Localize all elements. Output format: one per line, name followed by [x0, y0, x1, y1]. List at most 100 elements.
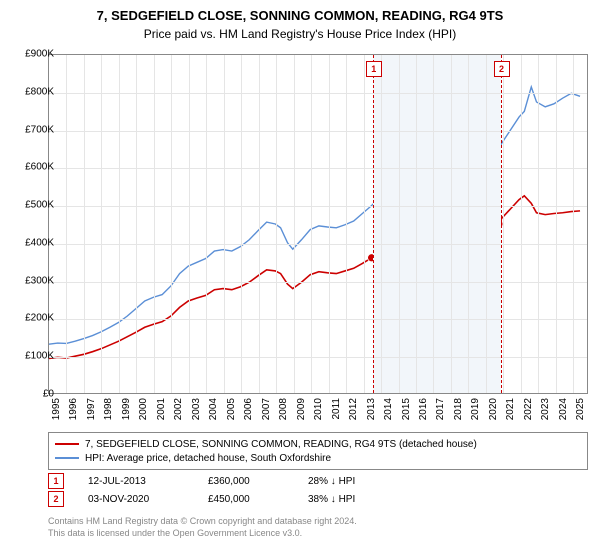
gridline-vertical: [451, 55, 452, 393]
x-axis-label: 2006: [243, 398, 254, 420]
x-axis-label: 2025: [575, 398, 586, 420]
x-axis-label: 2003: [191, 398, 202, 420]
transaction-flag-box: 2: [48, 491, 64, 507]
legend-swatch: [55, 457, 79, 459]
legend-label: HPI: Average price, detached house, Sout…: [85, 453, 331, 464]
gridline-horizontal: [49, 168, 587, 169]
y-axis-label: £900K: [10, 49, 54, 60]
y-axis-label: £800K: [10, 86, 54, 97]
transaction-marker-line: [373, 55, 374, 393]
gridline-vertical: [101, 55, 102, 393]
gridline-vertical: [381, 55, 382, 393]
x-axis-label: 2020: [488, 398, 499, 420]
gridline-vertical: [276, 55, 277, 393]
gridline-vertical: [84, 55, 85, 393]
gridline-vertical: [119, 55, 120, 393]
x-axis-label: 2022: [523, 398, 534, 420]
x-axis-label: 2008: [278, 398, 289, 420]
gridline-vertical: [224, 55, 225, 393]
x-axis-label: 2011: [331, 398, 342, 420]
x-axis-label: 2000: [138, 398, 149, 420]
y-axis-label: £0: [10, 389, 54, 400]
gridline-vertical: [416, 55, 417, 393]
x-axis-label: 2002: [173, 398, 184, 420]
x-axis-label: 2001: [156, 398, 167, 420]
footer-attribution: Contains HM Land Registry data © Crown c…: [48, 516, 588, 539]
transaction-price: £360,000: [208, 476, 308, 487]
x-axis-label: 1996: [68, 398, 79, 420]
gridline-vertical: [241, 55, 242, 393]
y-axis-label: £700K: [10, 124, 54, 135]
gridline-vertical: [259, 55, 260, 393]
x-axis-label: 2019: [470, 398, 481, 420]
chart-plot-area: 12: [48, 54, 588, 394]
gridline-vertical: [503, 55, 504, 393]
x-axis-label: 2009: [296, 398, 307, 420]
gridline-vertical: [66, 55, 67, 393]
line-chart-svg: [49, 55, 587, 393]
x-axis-label: 2012: [348, 398, 359, 420]
gridline-vertical: [468, 55, 469, 393]
gridline-vertical: [433, 55, 434, 393]
x-axis-label: 2018: [453, 398, 464, 420]
x-axis-label: 2004: [208, 398, 219, 420]
gridline-vertical: [329, 55, 330, 393]
x-axis-label: 2013: [366, 398, 377, 420]
y-axis-label: £100K: [10, 351, 54, 362]
gridline-vertical: [364, 55, 365, 393]
gridline-vertical: [521, 55, 522, 393]
x-axis-label: 2010: [313, 398, 324, 420]
x-axis-label: 1997: [86, 398, 97, 420]
x-axis-label: 2023: [540, 398, 551, 420]
gridline-vertical: [294, 55, 295, 393]
legend-label: 7, SEDGEFIELD CLOSE, SONNING COMMON, REA…: [85, 439, 477, 450]
gridline-horizontal: [49, 319, 587, 320]
legend-item: HPI: Average price, detached house, Sout…: [55, 451, 581, 465]
x-axis-label: 2005: [226, 398, 237, 420]
transaction-flag-1: 1: [366, 61, 382, 77]
x-axis-label: 2014: [383, 398, 394, 420]
x-axis-label: 2016: [418, 398, 429, 420]
legend-box: 7, SEDGEFIELD CLOSE, SONNING COMMON, REA…: [48, 432, 588, 470]
gridline-vertical: [346, 55, 347, 393]
gridline-vertical: [399, 55, 400, 393]
transaction-flag-box: 1: [48, 473, 64, 489]
x-axis-label: 2007: [261, 398, 272, 420]
footer-line-2: This data is licensed under the Open Gov…: [48, 528, 588, 540]
x-axis-label: 2015: [401, 398, 412, 420]
y-axis-label: £500K: [10, 200, 54, 211]
x-axis-label: 2017: [435, 398, 446, 420]
gridline-vertical: [311, 55, 312, 393]
chart-subtitle: Price paid vs. HM Land Registry's House …: [0, 23, 600, 41]
x-axis-label: 1998: [103, 398, 114, 420]
transaction-flag-2: 2: [494, 61, 510, 77]
gridline-horizontal: [49, 131, 587, 132]
gridline-horizontal: [49, 282, 587, 283]
y-axis-label: £400K: [10, 237, 54, 248]
x-axis-label: 1995: [51, 398, 62, 420]
gridline-vertical: [573, 55, 574, 393]
transaction-date: 03-NOV-2020: [88, 494, 208, 505]
gridline-vertical: [486, 55, 487, 393]
gridline-horizontal: [49, 357, 587, 358]
gridline-vertical: [171, 55, 172, 393]
y-axis-label: £300K: [10, 275, 54, 286]
gridline-horizontal: [49, 244, 587, 245]
transaction-hpi-diff: 38% ↓ HPI: [308, 494, 428, 505]
gridline-vertical: [154, 55, 155, 393]
transactions-table: 1 12-JUL-2013£360,00028% ↓ HPI 2 03-NOV-202…: [48, 472, 588, 508]
y-axis-label: £200K: [10, 313, 54, 324]
gridline-horizontal: [49, 93, 587, 94]
transaction-hpi-diff: 28% ↓ HPI: [308, 476, 428, 487]
gridline-vertical: [206, 55, 207, 393]
transaction-marker-line: [501, 55, 502, 393]
gridline-horizontal: [49, 206, 587, 207]
y-axis-label: £600K: [10, 162, 54, 173]
transaction-row: 203-NOV-2020£450,00038% ↓ HPI: [48, 490, 588, 508]
transaction-row: 1 12-JUL-2013£360,00028% ↓ HPI: [48, 472, 588, 490]
x-axis-label: 1999: [121, 398, 132, 420]
gridline-vertical: [189, 55, 190, 393]
footer-line-1: Contains HM Land Registry data © Crown c…: [48, 516, 588, 528]
transaction-date: 12-JUL-2013: [88, 476, 208, 487]
x-axis-label: 2024: [558, 398, 569, 420]
